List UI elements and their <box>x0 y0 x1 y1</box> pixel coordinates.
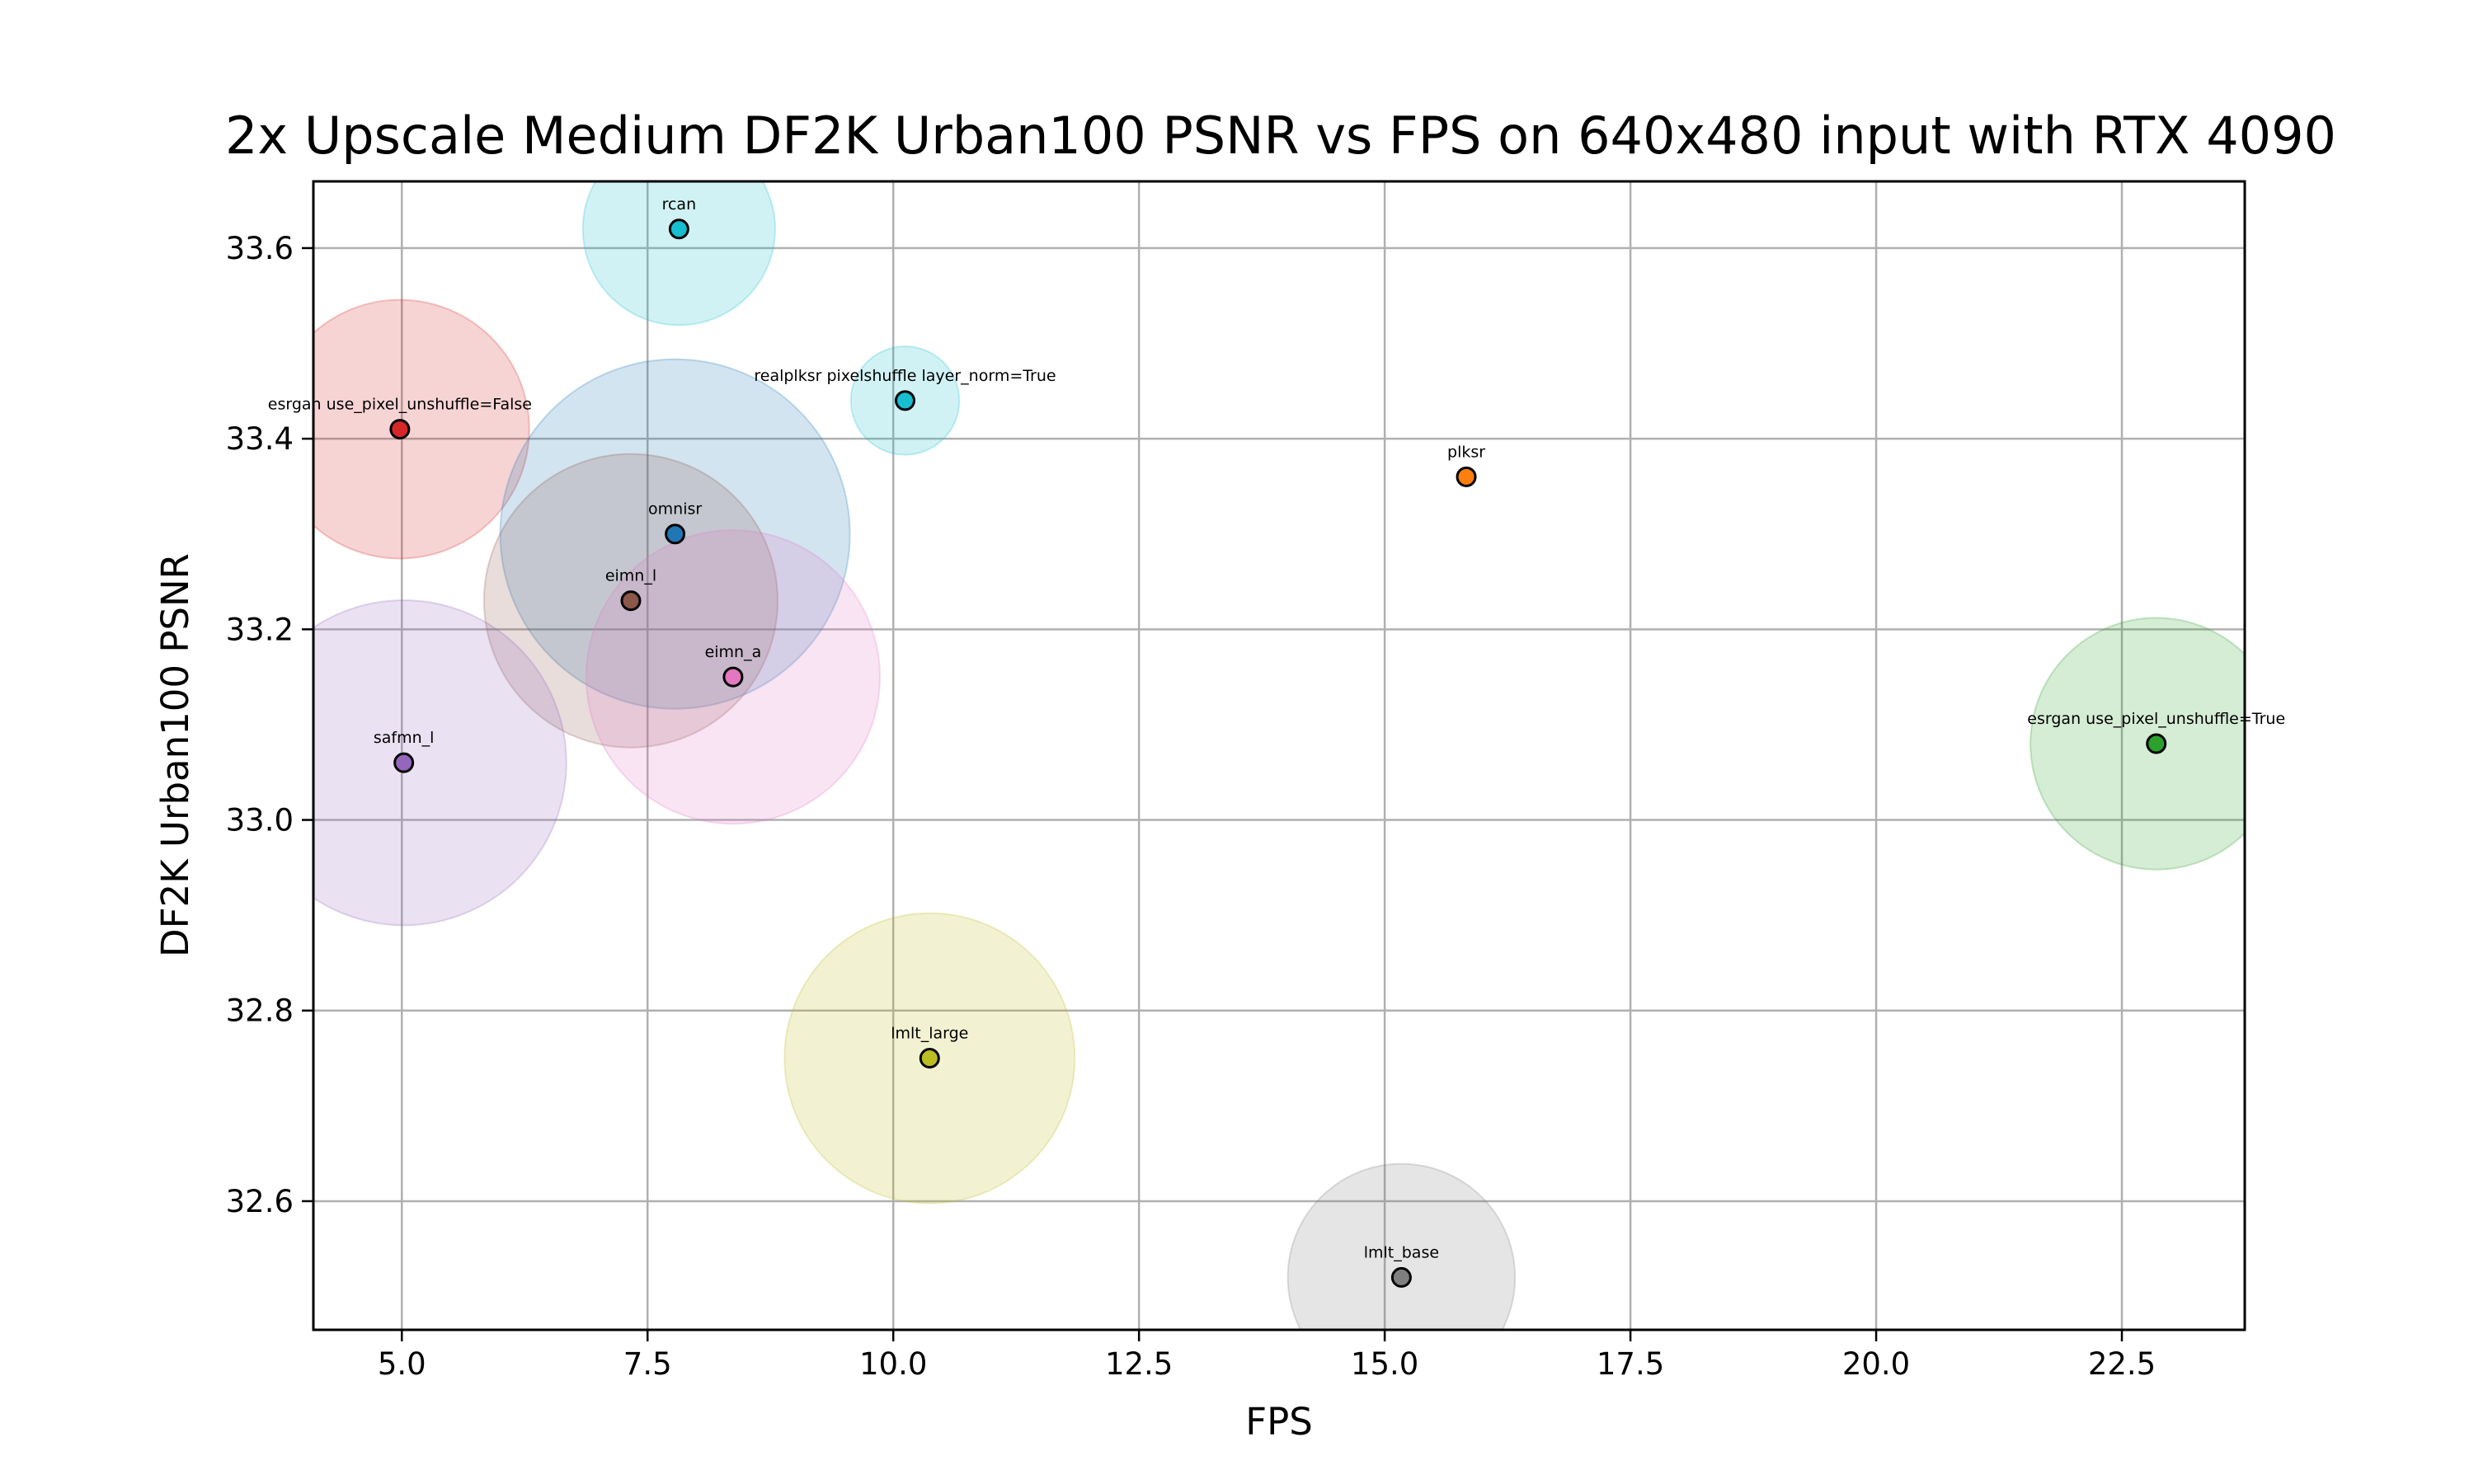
data-point-marker <box>668 218 689 240</box>
y-tick-label: 33.2 <box>226 612 294 647</box>
x-tick-label: 22.5 <box>2088 1346 2156 1382</box>
point-label: lmlt_large <box>891 1025 968 1043</box>
y-tick-label: 33.4 <box>226 421 294 457</box>
point-label: rcan <box>662 195 697 214</box>
y-tick-label: 33.0 <box>226 803 294 838</box>
data-point-marker <box>1390 1266 1412 1288</box>
data-point-marker <box>2146 733 2167 754</box>
y-axis-label: DF2K Urban100 PSNR <box>153 553 197 957</box>
x-axis-label: FPS <box>1245 1400 1313 1444</box>
data-point-marker <box>722 666 744 688</box>
bubble-area <box>1286 1162 1517 1330</box>
data-point-marker <box>620 590 642 612</box>
bubble-area <box>2030 617 2245 871</box>
x-tick-label: 20.0 <box>1842 1346 1910 1382</box>
point-label: plksr <box>1447 443 1485 461</box>
bubble-area <box>313 599 567 927</box>
point-labels: rcan realplksr pixelshuffle layer_norm=Tr… <box>268 195 2285 1262</box>
point-label: safmn_l <box>374 729 435 747</box>
y-tick-label: 32.6 <box>226 1184 294 1219</box>
data-points <box>389 218 2167 1288</box>
x-tick-label: 12.5 <box>1105 1346 1173 1382</box>
chart-title: 2x Upscale Medium DF2K Urban100 PSNR vs … <box>225 106 2336 166</box>
data-point-marker <box>389 419 411 440</box>
bubble-area <box>313 298 530 560</box>
point-label: eimn_a <box>705 643 762 661</box>
y-tick-label: 33.6 <box>226 231 294 266</box>
data-point-marker <box>665 524 686 545</box>
x-tick-label: 10.0 <box>859 1346 927 1382</box>
point-label: eimn_l <box>605 567 656 585</box>
bubble-areas <box>313 181 2245 1330</box>
data-point-marker <box>393 752 415 773</box>
point-label: esrgan use_pixel_unshuffle=True <box>2027 710 2285 728</box>
data-point-marker <box>1456 466 1477 487</box>
y-axis-ticks: 32.6 32.8 33.0 33.2 33.4 33.6 <box>226 231 313 1219</box>
bubble-area <box>581 181 776 326</box>
x-tick-label: 17.5 <box>1597 1346 1664 1382</box>
point-label: omnisr <box>648 500 702 519</box>
grid-lines <box>313 181 2245 1330</box>
point-label: lmlt_base <box>1364 1243 1439 1261</box>
point-label: realplksr pixelshuffle layer_norm=True <box>754 367 1056 385</box>
data-point-marker <box>919 1048 940 1069</box>
x-tick-label: 15.0 <box>1351 1346 1418 1382</box>
data-point-marker <box>894 390 915 411</box>
y-tick-label: 32.8 <box>226 993 294 1029</box>
x-axis-ticks: 5.0 7.5 10.0 12.5 15.0 17.5 20.0 22.5 <box>378 1330 2156 1382</box>
point-label: esrgan use_pixel_unshuffle=False <box>268 396 532 414</box>
x-tick-label: 7.5 <box>623 1346 672 1382</box>
plot-frame <box>312 180 2246 1331</box>
x-tick-label: 5.0 <box>378 1346 426 1382</box>
